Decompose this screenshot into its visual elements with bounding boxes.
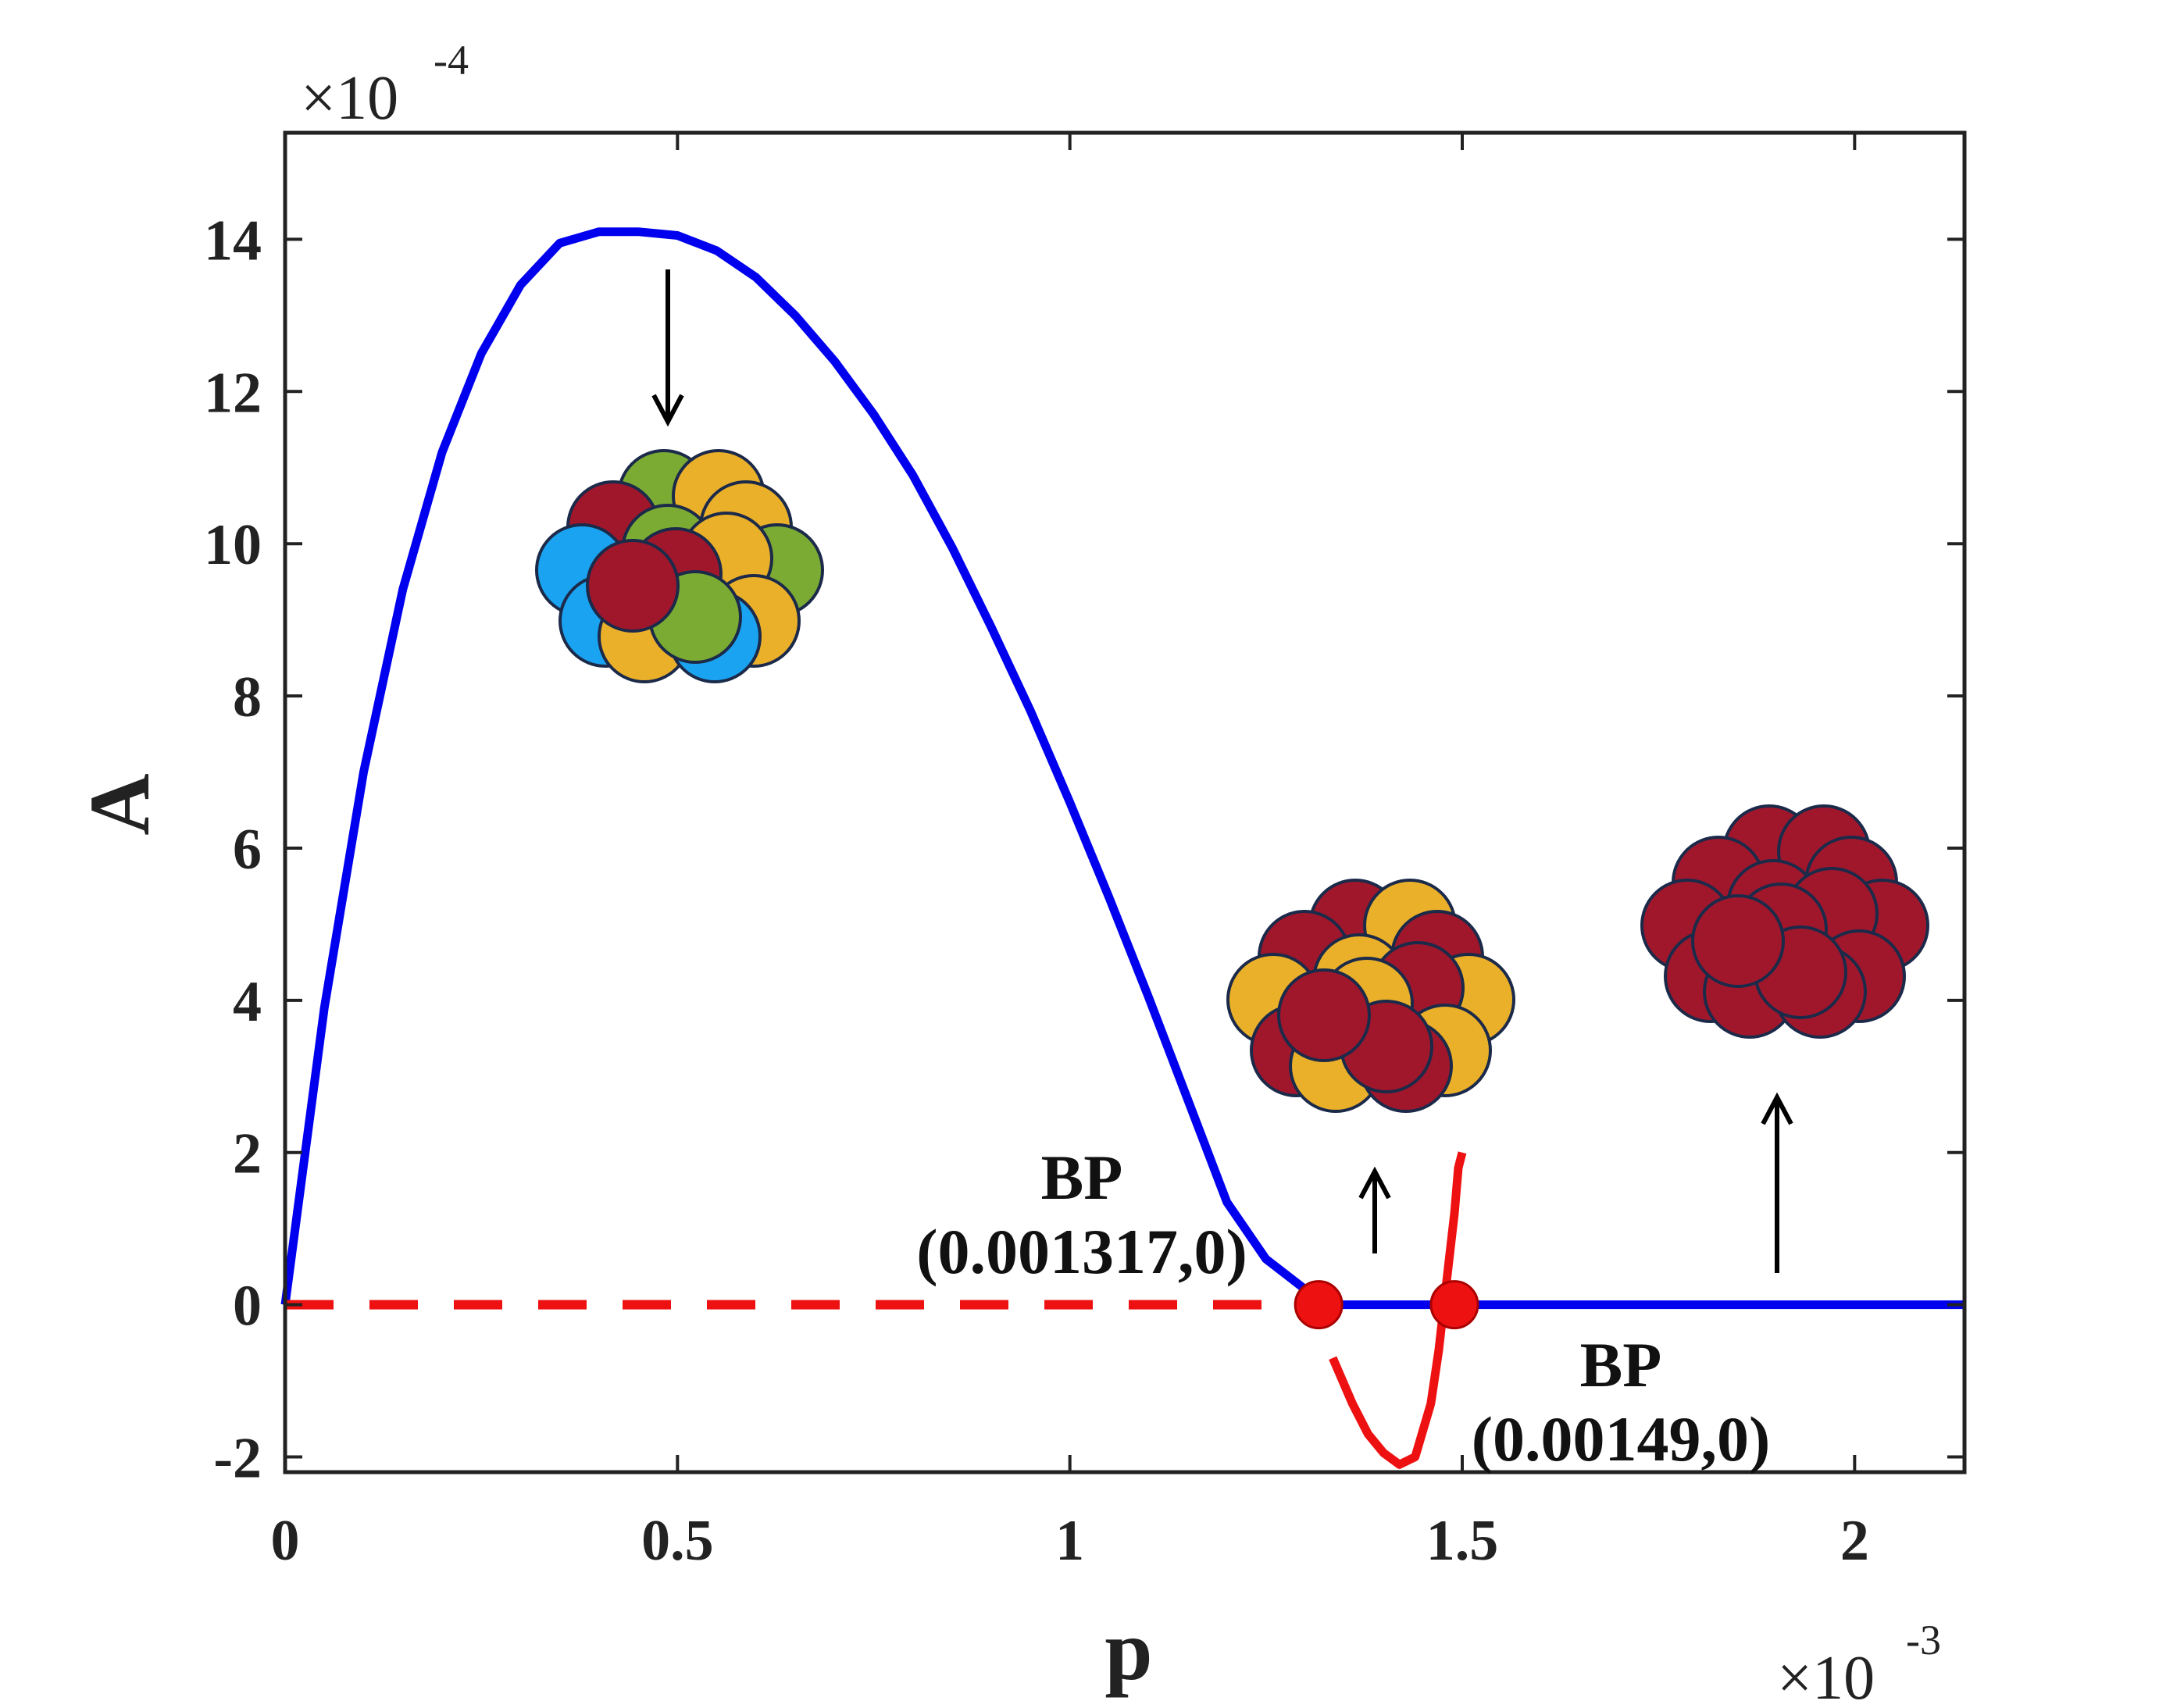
pointer-arrow-head	[1761, 1092, 1793, 1125]
y-tick-label: 6	[233, 818, 262, 882]
pointer-arrow-head	[651, 394, 684, 427]
y-tick-label: 0	[233, 1275, 262, 1339]
mixed-two-type-cluster	[1226, 879, 1515, 1253]
x-multiplier: ×10 -3	[1777, 1617, 1941, 1708]
point-layer	[1294, 1280, 1479, 1330]
y-tick-label: 14	[204, 209, 262, 273]
single-type-cluster	[1640, 804, 1929, 1273]
cluster-sphere	[1277, 968, 1371, 1062]
unstable-negative-branch	[1329, 1151, 1467, 1469]
bp2-label-title: BP	[1580, 1329, 1662, 1400]
bp2-label-coords: (0.00149,0)	[1472, 1403, 1771, 1474]
y-multiplier-exponent: -4	[434, 37, 469, 84]
series-layer	[280, 227, 1965, 1469]
x-tick-label: 2	[1840, 1509, 1869, 1573]
y-tick-label: 8	[233, 665, 262, 729]
x-multiplier-exponent: -3	[1906, 1617, 1941, 1663]
plot-frame	[283, 130, 1967, 1474]
y-tick-label: -2	[213, 1427, 262, 1491]
y-multiplier: ×10 -4	[301, 37, 469, 133]
y-tick-label: 4	[233, 970, 262, 1034]
cluster-sphere	[1691, 894, 1785, 988]
y-axis-label: A	[72, 773, 167, 835]
bp1-label-title: BP	[1041, 1142, 1123, 1213]
cluster-sphere	[586, 539, 680, 633]
y-tick-label: 10	[204, 513, 262, 577]
pointer-arrow-head	[1358, 1166, 1391, 1200]
branch-point-marker	[1429, 1280, 1479, 1330]
y-tick-label: 12	[204, 361, 262, 425]
cluster-illustrations	[535, 269, 1929, 1273]
mixed-four-type-cluster	[535, 269, 824, 683]
x-tick-label: 1.5	[1426, 1509, 1499, 1573]
y-multiplier-base: ×10	[301, 64, 398, 133]
branch-point-marker	[1294, 1280, 1344, 1330]
x-axis-label: p	[1104, 1603, 1152, 1698]
bp1-label-coords: (0.001317,0)	[916, 1216, 1247, 1287]
y-tick-label: 2	[233, 1122, 262, 1186]
x-tick-label: 1	[1055, 1509, 1084, 1573]
x-multiplier-base: ×10	[1777, 1644, 1875, 1708]
x-tick-label: 0.5	[641, 1509, 714, 1573]
stable-coexistence-branch	[280, 227, 1322, 1308]
x-tick-label: 0	[271, 1509, 300, 1573]
